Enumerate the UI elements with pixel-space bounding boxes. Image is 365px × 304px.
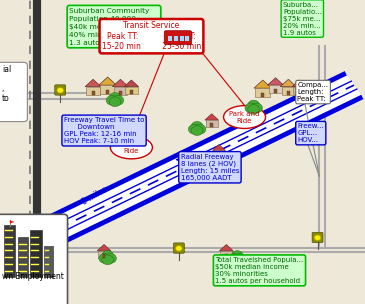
- Circle shape: [202, 158, 214, 168]
- Polygon shape: [254, 80, 272, 88]
- Circle shape: [228, 254, 240, 263]
- Bar: [185, 36, 189, 41]
- Circle shape: [188, 124, 200, 134]
- FancyBboxPatch shape: [55, 85, 66, 95]
- Polygon shape: [205, 114, 219, 120]
- Circle shape: [105, 254, 116, 263]
- Polygon shape: [292, 80, 307, 87]
- Circle shape: [231, 255, 243, 265]
- FancyBboxPatch shape: [261, 93, 264, 97]
- FancyBboxPatch shape: [164, 31, 192, 45]
- FancyBboxPatch shape: [274, 89, 277, 93]
- Circle shape: [191, 126, 203, 136]
- Circle shape: [248, 100, 260, 110]
- Bar: [174, 36, 178, 41]
- FancyBboxPatch shape: [18, 237, 28, 277]
- Circle shape: [106, 95, 118, 105]
- Text: Freeway Travel Time to
      Downtown
GPL Peak: 12-16 min
HOV Peak: 7-10 min: Freeway Travel Time to Downtown GPL Peak…: [64, 117, 144, 144]
- Circle shape: [194, 124, 206, 134]
- Text: Compa...
Length:
Peak TT:: Compa... Length: Peak TT:: [297, 82, 328, 102]
- Polygon shape: [85, 79, 101, 87]
- Circle shape: [251, 103, 262, 113]
- FancyBboxPatch shape: [98, 251, 110, 257]
- FancyBboxPatch shape: [218, 154, 220, 157]
- Polygon shape: [280, 79, 296, 87]
- FancyBboxPatch shape: [214, 150, 224, 157]
- Text: ,
to: , to: [2, 84, 9, 103]
- Ellipse shape: [223, 106, 266, 128]
- Circle shape: [176, 246, 182, 251]
- FancyBboxPatch shape: [287, 91, 290, 95]
- Text: Total Travelshed Popula...
$50k median income
30% minorities
1.5 autos per house: Total Travelshed Popula... $50k median i…: [215, 257, 304, 284]
- Bar: [168, 36, 172, 41]
- Polygon shape: [219, 244, 233, 251]
- Circle shape: [248, 105, 260, 114]
- Polygon shape: [99, 77, 116, 85]
- Text: Freew...
GPL...
HOV...: Freew... GPL... HOV...: [297, 123, 324, 143]
- FancyBboxPatch shape: [293, 87, 306, 94]
- Polygon shape: [124, 80, 139, 87]
- FancyBboxPatch shape: [220, 251, 232, 257]
- Circle shape: [102, 255, 114, 265]
- FancyBboxPatch shape: [225, 254, 227, 257]
- FancyBboxPatch shape: [281, 87, 295, 95]
- FancyBboxPatch shape: [92, 91, 95, 95]
- Circle shape: [57, 88, 64, 93]
- Circle shape: [191, 121, 203, 131]
- Polygon shape: [112, 79, 128, 87]
- FancyBboxPatch shape: [173, 243, 184, 253]
- Circle shape: [109, 97, 121, 107]
- Text: Park and
Ride: Park and Ride: [116, 141, 147, 154]
- Circle shape: [205, 156, 217, 166]
- Circle shape: [234, 254, 246, 263]
- Polygon shape: [268, 78, 284, 85]
- Circle shape: [199, 156, 211, 166]
- FancyBboxPatch shape: [106, 90, 109, 94]
- Text: Suburban Community
Population 40,000
$40k median income
40% minorities
1.3 autos: Suburban Community Population 40,000 $40…: [69, 8, 159, 46]
- FancyBboxPatch shape: [30, 230, 42, 277]
- Ellipse shape: [111, 136, 153, 159]
- Circle shape: [231, 250, 243, 260]
- Text: Suburba...
Populatio...
$75k me...
20% min...
1.9 autos: Suburba... Populatio... $75k me... 20% m…: [283, 2, 322, 36]
- Circle shape: [112, 95, 124, 105]
- FancyBboxPatch shape: [255, 88, 270, 97]
- Circle shape: [314, 235, 321, 240]
- FancyBboxPatch shape: [100, 85, 115, 94]
- Polygon shape: [10, 220, 15, 223]
- FancyBboxPatch shape: [0, 214, 68, 304]
- Polygon shape: [97, 244, 111, 251]
- FancyBboxPatch shape: [0, 62, 27, 122]
- Circle shape: [99, 254, 111, 263]
- Text: Transit Service
Peak TT:           Peak TT:
15-20 min         25-30 min: Transit Service Peak TT: Peak TT: 15-20 …: [102, 21, 201, 51]
- FancyBboxPatch shape: [4, 225, 15, 277]
- FancyBboxPatch shape: [298, 90, 301, 94]
- FancyBboxPatch shape: [125, 87, 138, 94]
- FancyBboxPatch shape: [114, 87, 127, 95]
- Bar: [180, 36, 184, 41]
- FancyBboxPatch shape: [130, 90, 133, 94]
- FancyBboxPatch shape: [44, 246, 53, 277]
- Text: wn Employment: wn Employment: [2, 272, 64, 281]
- FancyBboxPatch shape: [119, 91, 122, 95]
- Circle shape: [202, 153, 214, 163]
- Text: Radial Freeway
8 lanes (2 HOV)
Length: 15 miles
165,000 AADT: Radial Freeway 8 lanes (2 HOV) Length: 1…: [181, 154, 239, 181]
- FancyBboxPatch shape: [312, 232, 323, 243]
- Text: ial: ial: [2, 65, 11, 74]
- Polygon shape: [212, 145, 226, 150]
- Circle shape: [245, 103, 257, 113]
- Text: 8 miles: 8 miles: [81, 185, 109, 207]
- Polygon shape: [14, 73, 362, 258]
- FancyBboxPatch shape: [206, 120, 218, 127]
- Text: Park and
Ride: Park and Ride: [229, 111, 260, 123]
- Circle shape: [109, 92, 121, 102]
- FancyBboxPatch shape: [103, 254, 105, 257]
- Circle shape: [102, 250, 114, 260]
- FancyBboxPatch shape: [211, 123, 213, 127]
- FancyBboxPatch shape: [269, 85, 283, 93]
- FancyBboxPatch shape: [86, 87, 100, 95]
